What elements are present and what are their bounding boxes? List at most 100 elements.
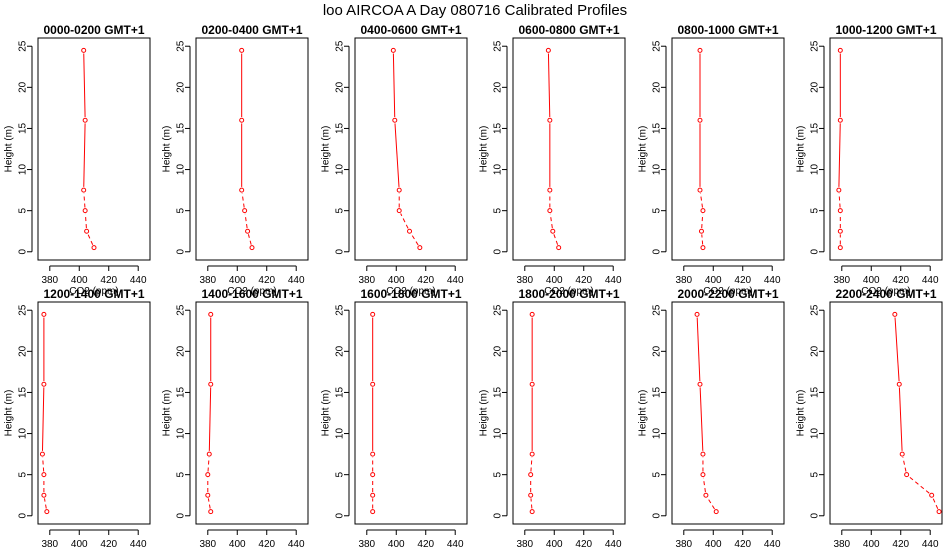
panel-title: 0800-1000 GMT+1 xyxy=(677,23,778,37)
data-point xyxy=(39,451,45,457)
data-point xyxy=(82,117,88,123)
y-tick-label: 5 xyxy=(493,471,504,477)
series-line-segment xyxy=(247,234,252,245)
x-tick-label: 380 xyxy=(516,275,533,286)
chart-panel-4: 0600-0800 GMT+1 380 400 420 440 CO2 (ppm) 0 5 10… xyxy=(479,23,626,297)
data-point xyxy=(44,509,50,515)
data-point xyxy=(370,492,376,498)
x-tick-label: 380 xyxy=(199,539,216,550)
x-tick-label: 440 xyxy=(922,275,939,286)
data-point xyxy=(837,47,843,53)
panel-title: 2000-2200 GMT+1 xyxy=(677,287,778,301)
y-tick-label: 0 xyxy=(176,249,187,255)
panel-title: 1000-1200 GMT+1 xyxy=(835,23,936,37)
y-tick-label: 25 xyxy=(18,304,29,316)
data-point xyxy=(82,208,88,214)
series-line-segment xyxy=(553,234,559,245)
panel-title: 2200-2400 GMT+1 xyxy=(835,287,936,301)
y-axis-label: Height (m) xyxy=(4,390,15,437)
series-line-segment xyxy=(701,234,704,245)
data-point xyxy=(528,492,534,498)
data-point xyxy=(370,509,376,515)
series-line-segment xyxy=(547,53,551,118)
data-point xyxy=(245,228,251,234)
series-line-segment xyxy=(838,193,841,208)
y-tick-label: 25 xyxy=(810,304,821,316)
data-point xyxy=(239,47,245,53)
data-point xyxy=(392,117,398,123)
y-tick-label: 25 xyxy=(493,304,504,316)
y-tick-label: 20 xyxy=(335,345,346,357)
y-tick-label: 5 xyxy=(176,207,187,213)
y-tick-label: 20 xyxy=(810,345,821,357)
figure-title: loo AIRCOA A Day 080716 Calibrated Profi… xyxy=(322,2,628,19)
data-point xyxy=(41,472,47,478)
y-tick-label: 10 xyxy=(176,164,187,176)
y-tick-label: 10 xyxy=(18,164,29,176)
x-tick-label: 380 xyxy=(516,539,533,550)
data-point xyxy=(208,381,214,387)
plot-frame xyxy=(354,37,468,261)
y-tick-label: 10 xyxy=(493,164,504,176)
chart-panel-9: 1600-1800 GMT+1 380 400 420 440 CO2 (ppm) 0 5 10… xyxy=(321,287,468,550)
series-line-segment xyxy=(83,123,86,187)
series-line-segment xyxy=(702,477,706,493)
data-point xyxy=(904,472,910,478)
x-tick-label: 380 xyxy=(199,275,216,286)
y-axis-label: Height (m) xyxy=(479,126,490,173)
data-point xyxy=(208,311,214,317)
data-point xyxy=(81,47,87,53)
y-tick-label: 25 xyxy=(652,304,663,316)
x-tick-label: 420 xyxy=(734,539,751,550)
chart-panel-11: 2000-2200 GMT+1 380 400 420 440 CO2 (ppm) 0 5 10… xyxy=(638,287,785,550)
panel-title: 0400-0600 GMT+1 xyxy=(360,23,461,37)
x-axis-label: CO2 (ppm) xyxy=(544,286,593,297)
y-tick-label: 25 xyxy=(18,40,29,52)
data-point xyxy=(41,492,47,498)
data-point xyxy=(899,451,905,457)
y-axis-label: Height (m) xyxy=(162,126,173,173)
y-tick-label: 5 xyxy=(810,471,821,477)
data-point xyxy=(529,451,535,457)
chart-panel-1: 0000-0200 GMT+1 380 400 420 440 CO2 (ppm) 0 5 10… xyxy=(4,23,151,297)
y-tick-label: 5 xyxy=(652,207,663,213)
y-tick-label: 10 xyxy=(493,428,504,440)
data-point xyxy=(837,228,843,234)
x-tick-label: 400 xyxy=(388,539,405,550)
y-axis-label: Height (m) xyxy=(321,126,332,173)
y-tick-label: 15 xyxy=(493,122,504,134)
data-point xyxy=(528,472,534,478)
data-point xyxy=(556,245,562,251)
y-tick-label: 15 xyxy=(810,386,821,398)
y-tick-label: 0 xyxy=(18,513,29,519)
y-tick-label: 15 xyxy=(652,386,663,398)
data-point xyxy=(242,208,248,214)
plot-frame xyxy=(195,37,309,261)
x-tick-label: 420 xyxy=(575,539,592,550)
y-tick-label: 0 xyxy=(810,249,821,255)
y-axis-label: Height (m) xyxy=(321,390,332,437)
y-tick-label: 10 xyxy=(810,164,821,176)
y-axis-label: Height (m) xyxy=(796,126,807,173)
data-point xyxy=(550,228,556,234)
series-line-segment xyxy=(208,387,212,451)
x-tick-label: 420 xyxy=(417,275,434,286)
data-point xyxy=(396,187,402,193)
x-tick-label: 380 xyxy=(358,275,375,286)
data-point xyxy=(547,208,553,214)
x-tick-label: 440 xyxy=(922,539,939,550)
series-line-segment xyxy=(530,498,533,509)
y-tick-label: 25 xyxy=(176,40,187,52)
data-point xyxy=(529,381,535,387)
y-tick-label: 20 xyxy=(810,81,821,93)
plot-frame xyxy=(829,301,943,525)
y-tick-label: 0 xyxy=(335,513,346,519)
data-point xyxy=(713,509,719,515)
series-line-segment xyxy=(244,213,248,229)
chart-panel-6: 1000-1200 GMT+1 380 400 420 440 CO2 (ppm) 0 5 10… xyxy=(796,23,943,297)
data-point xyxy=(837,208,843,214)
y-tick-label: 25 xyxy=(335,304,346,316)
data-point xyxy=(41,381,47,387)
y-tick-label: 5 xyxy=(652,471,663,477)
x-tick-label: 380 xyxy=(675,275,692,286)
